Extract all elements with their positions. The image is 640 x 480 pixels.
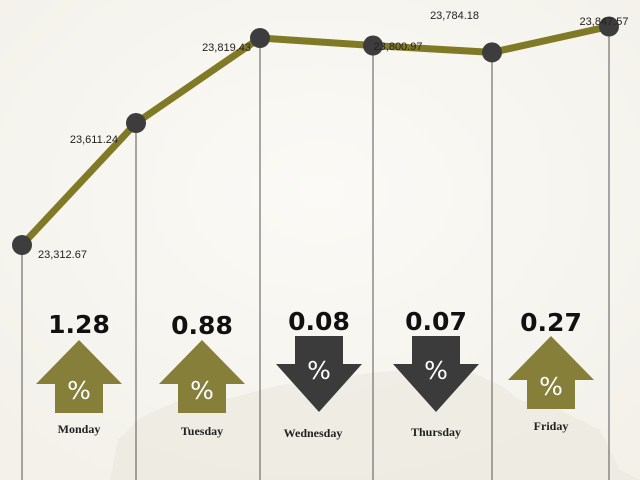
percent-change-label: 0.88: [171, 311, 233, 340]
series-line: [18, 23, 613, 249]
value-label: 23,784.18: [430, 10, 479, 22]
value-label: 23,312.67: [38, 249, 87, 261]
day-labels: Monday Tuesday Wednesday Thursday Friday: [58, 419, 569, 440]
value-labels: 23,312.67 23,611.24 23,819.43 23,800.97 23,7…: [38, 10, 628, 261]
up-arrow: [508, 336, 594, 409]
percent-symbol: %: [307, 356, 331, 385]
down-arrow: [393, 336, 479, 412]
percent-symbol: %: [67, 376, 91, 405]
up-arrow: [159, 340, 245, 413]
change-arrows: %%%%%: [36, 336, 594, 413]
data-point: [599, 16, 619, 37]
value-label: 23,800.97: [374, 41, 423, 53]
down-arrow: [276, 336, 362, 412]
up-arrow: [36, 340, 122, 413]
percent-symbol: %: [539, 372, 563, 401]
data-point: [363, 35, 383, 56]
data-point: [12, 235, 32, 255]
percent-symbol: %: [424, 356, 448, 385]
day-label: Thursday: [411, 425, 461, 439]
percent-symbol: %: [190, 376, 214, 405]
value-label: 23,847.57: [580, 16, 629, 28]
percent-change-label: 0.08: [288, 307, 350, 336]
percent-change-label: 0.27: [520, 308, 582, 337]
percent-labels: 1.28 0.88 0.08 0.07 0.27: [48, 307, 582, 340]
percent-change-label: 1.28: [48, 310, 110, 339]
day-label: Friday: [534, 419, 569, 433]
data-point: [250, 28, 270, 48]
day-label: Wednesday: [284, 426, 343, 440]
day-label: Tuesday: [181, 424, 223, 438]
day-label: Monday: [58, 422, 101, 436]
drop-lines: [21, 26, 610, 480]
data-point: [482, 42, 502, 63]
percent-change-label: 0.07: [405, 307, 467, 336]
data-point: [126, 113, 146, 134]
value-label: 23,819.43: [202, 42, 251, 54]
data-markers: [12, 16, 619, 255]
value-label: 23,611.24: [70, 134, 118, 146]
map-silhouette: [110, 368, 640, 480]
